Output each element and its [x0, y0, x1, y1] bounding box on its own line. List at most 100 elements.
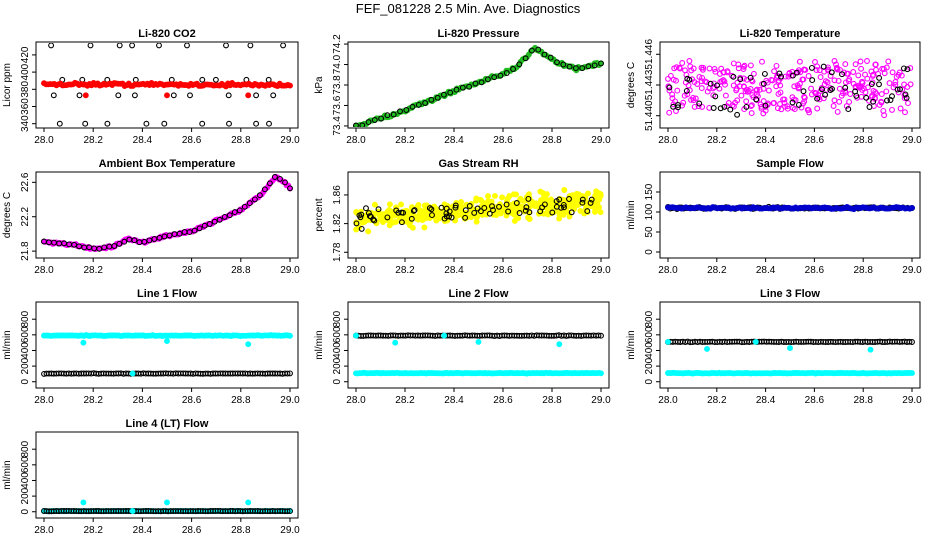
data-point-black [403, 107, 410, 113]
data-point-magenta [836, 98, 843, 105]
chart-title: Li-820 Pressure [438, 28, 520, 40]
data-point-black [486, 210, 493, 217]
chart-co2: Li-820 CO2 Licor ppm 28.0 28.2 28.4 28.6 28.8 2… [2, 28, 300, 146]
data-point-black-levels [199, 120, 206, 127]
x-tick-label: 29.0 [902, 395, 922, 406]
data-point-cyan-outliers [392, 339, 399, 346]
data-point-magenta [694, 81, 701, 87]
data-point-black-levels [116, 43, 123, 49]
data-point-yellow [508, 201, 515, 208]
data-point-magenta [686, 58, 693, 64]
y-tick-label: 600 [20, 456, 31, 473]
data-point-yellow [493, 212, 500, 219]
data-point-magenta [813, 67, 820, 74]
y-tick-label: 400 [644, 342, 655, 359]
data-point-black [579, 65, 586, 72]
data-point-magenta [865, 84, 871, 91]
y-tick-label: 0 [332, 379, 343, 385]
y-tick-label: 51.443 [644, 69, 655, 100]
data-point-black [211, 218, 218, 225]
chart-title: Ambient Box Temperature [99, 158, 236, 170]
y-tick-label: 73.8 [332, 75, 343, 95]
y-tick-label: 400 [20, 342, 31, 359]
x-tick-label: 28.8 [542, 135, 562, 146]
chart-title: Li-820 Temperature [740, 28, 841, 40]
data-point-black-levels [170, 92, 177, 99]
data-point-black [554, 59, 560, 66]
data-point-magenta [859, 80, 866, 86]
data-point-black [743, 103, 750, 110]
data-point-black [426, 205, 433, 212]
data-point-magenta [774, 105, 781, 112]
data-point-black [206, 221, 213, 227]
x-tick-label: 28.2 [395, 265, 415, 276]
y-tick-label: 100 [644, 203, 655, 220]
x-tick-label: 28.6 [493, 395, 513, 406]
data-point-magenta [883, 88, 890, 95]
data-point-magenta [881, 70, 888, 77]
data-point-yellow [510, 191, 517, 198]
data-point-black [356, 212, 363, 219]
data-point-yellow [577, 207, 584, 214]
data-point-black-levels [253, 120, 260, 127]
chart-line3: Line 3 Flow ml/min 28.0 28.2 28.4 28.6 28.8 29.… [626, 288, 922, 406]
data-point-black [753, 96, 760, 103]
data-point-black [453, 86, 460, 93]
x-tick-label: 28.8 [853, 135, 873, 146]
x-tick-label: 28.8 [231, 265, 251, 276]
y-tick-label: 400 [332, 342, 343, 359]
data-point-magenta [771, 100, 777, 106]
chart-pressure: Li-820 Pressure kPa 28.0 28.2 28.4 28.6 28.8 29… [314, 28, 611, 146]
data-point-magenta [831, 58, 838, 64]
data-point-black-levels [104, 120, 111, 127]
y-tick-label: 600 [20, 326, 31, 343]
data-point-black-levels [184, 43, 190, 49]
data-point-cyan-outliers [867, 346, 874, 353]
chart-line2: Line 2 Flow ml/min 28.0 28.2 28.4 28.6 28.8 29.… [314, 288, 611, 406]
data-point-black [696, 100, 703, 107]
data-point-magenta [771, 68, 778, 75]
data-point-cyan-bottom [909, 370, 915, 377]
data-point-magenta [833, 61, 839, 68]
data-point-black [793, 69, 800, 76]
data-point-magenta [784, 103, 791, 110]
data-point-yellow [473, 218, 480, 225]
data-point-magenta [720, 77, 727, 84]
x-tick-label: 28.6 [182, 525, 202, 536]
data-point-black-levels [266, 120, 272, 127]
data-point-black [353, 220, 360, 227]
chart-title: Li-820 CO2 [138, 28, 195, 40]
data-point-black [566, 196, 572, 202]
data-point-magenta [880, 107, 887, 114]
plot-frame [35, 301, 299, 389]
chart-title: Sample Flow [756, 158, 824, 170]
data-point-black [568, 209, 575, 216]
data-point-yellow [530, 201, 537, 208]
data-point-magenta [778, 106, 785, 113]
data-point-black [466, 203, 473, 209]
data-point-magenta [907, 65, 914, 72]
data-point-magenta [665, 83, 672, 90]
data-point-yellow [526, 216, 533, 222]
data-point-yellow [416, 211, 423, 218]
data-point-yellow [473, 197, 480, 204]
data-point-magenta [836, 85, 843, 92]
data-point-black [428, 96, 435, 103]
data-point-black-top [598, 332, 604, 339]
data-point-magenta [683, 71, 690, 78]
y-tick-label: 73.6 [332, 95, 343, 115]
data-point-black [191, 227, 198, 234]
data-point-black [809, 77, 816, 84]
data-point-black [800, 88, 807, 95]
data-point-black [71, 241, 78, 248]
data-point-red-outliers [164, 92, 170, 99]
plot-frame [659, 301, 921, 389]
data-point-black [712, 93, 719, 100]
data-point-black [447, 89, 454, 96]
data-point-cyan-outliers [787, 345, 793, 352]
data-point-magenta [814, 63, 821, 70]
data-point-magenta [773, 62, 780, 69]
data-point-yellow [591, 208, 598, 215]
data-point-magenta [706, 65, 713, 72]
plot-area [665, 58, 914, 119]
